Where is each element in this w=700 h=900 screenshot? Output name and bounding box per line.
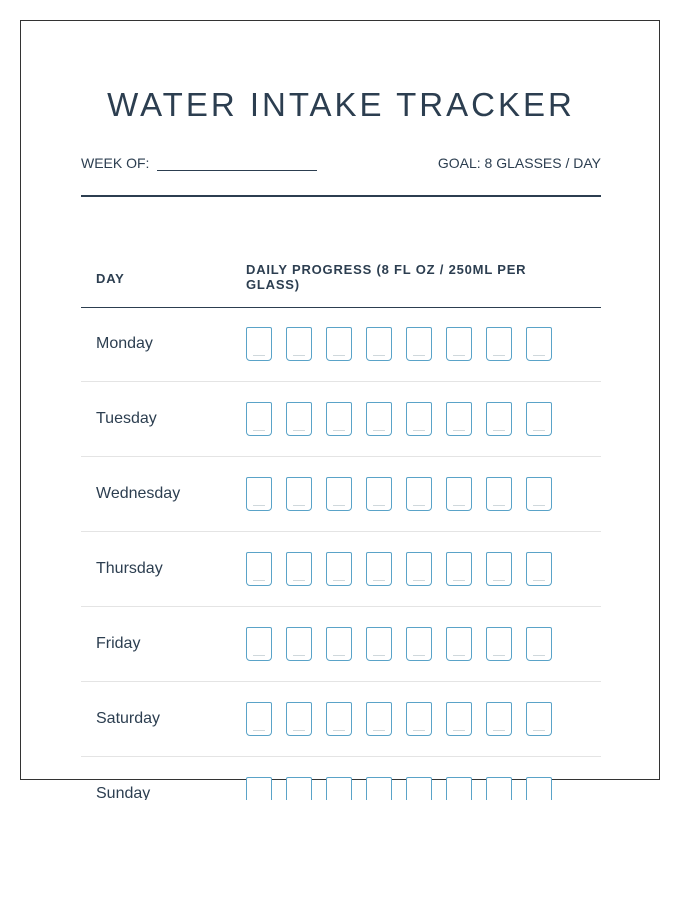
table-row: Monday: [81, 307, 601, 382]
glass-checkbox[interactable]: [406, 702, 432, 736]
glass-checkbox[interactable]: [406, 627, 432, 661]
glass-checkbox[interactable]: [366, 702, 392, 736]
glass-checkbox[interactable]: [366, 552, 392, 586]
glass-checkbox[interactable]: [286, 402, 312, 436]
glass-checkbox[interactable]: [486, 552, 512, 586]
glass-checkbox[interactable]: [446, 627, 472, 661]
page-bottom-whitespace: [0, 800, 700, 900]
glass-checkbox[interactable]: [246, 552, 272, 586]
glass-checkbox[interactable]: [366, 402, 392, 436]
glass-checkbox[interactable]: [246, 702, 272, 736]
column-header-progress: DAILY PROGRESS (8 FL OZ / 250ML PER GLAS…: [246, 262, 527, 292]
glass-checkboxes: [246, 477, 566, 511]
header-divider: [81, 195, 601, 197]
glass-checkbox[interactable]: [446, 552, 472, 586]
column-header-day: DAY: [96, 271, 125, 286]
glass-checkbox[interactable]: [286, 702, 312, 736]
glass-checkbox[interactable]: [406, 552, 432, 586]
glass-checkbox[interactable]: [486, 402, 512, 436]
glass-checkbox[interactable]: [326, 702, 352, 736]
glass-checkbox[interactable]: [486, 327, 512, 361]
glass-checkbox[interactable]: [326, 327, 352, 361]
glass-checkbox[interactable]: [406, 327, 432, 361]
glass-checkbox[interactable]: [446, 402, 472, 436]
glass-checkbox[interactable]: [246, 627, 272, 661]
glass-checkbox[interactable]: [326, 402, 352, 436]
glass-checkbox[interactable]: [326, 552, 352, 586]
glass-checkbox[interactable]: [486, 627, 512, 661]
glass-checkbox[interactable]: [526, 627, 552, 661]
glass-checkbox[interactable]: [286, 552, 312, 586]
glass-checkbox[interactable]: [246, 477, 272, 511]
week-of-blank-line[interactable]: [157, 156, 318, 171]
day-label: Monday: [96, 335, 153, 352]
day-label: Saturday: [96, 710, 161, 727]
day-label: Tuesday: [96, 410, 157, 427]
table-header: DAY DAILY PROGRESS (8 FL OZ / 250ML PER …: [81, 262, 601, 308]
goal-label: GOAL: 8 GLASSES / DAY: [437, 155, 601, 171]
glass-checkbox[interactable]: [286, 327, 312, 361]
glass-checkbox[interactable]: [526, 402, 552, 436]
table-row: Wednesday: [81, 457, 601, 532]
glass-checkbox[interactable]: [526, 702, 552, 736]
glass-checkbox[interactable]: [366, 327, 392, 361]
glass-checkbox[interactable]: [446, 477, 472, 511]
day-label: Thursday: [96, 560, 163, 577]
glass-checkbox[interactable]: [406, 477, 432, 511]
glass-checkbox[interactable]: [446, 702, 472, 736]
glass-checkbox[interactable]: [446, 327, 472, 361]
glass-checkbox[interactable]: [486, 477, 512, 511]
glass-checkbox[interactable]: [486, 702, 512, 736]
glass-checkbox[interactable]: [526, 477, 552, 511]
day-rows: Monday Tuesday Wednesday Thursday Friday Satu…: [81, 307, 601, 832]
glass-checkbox[interactable]: [406, 402, 432, 436]
day-label: Sunday: [96, 785, 151, 802]
glass-checkbox[interactable]: [286, 627, 312, 661]
glass-checkbox[interactable]: [246, 402, 272, 436]
glass-checkboxes: [246, 702, 566, 736]
week-of-label: WEEK OF:: [81, 155, 150, 171]
glass-checkbox[interactable]: [526, 552, 552, 586]
table-row: Friday: [81, 607, 601, 682]
week-of: WEEK OF:: [81, 155, 318, 171]
glass-checkbox[interactable]: [246, 327, 272, 361]
glass-checkboxes: [246, 327, 566, 361]
table-row: Tuesday: [81, 382, 601, 457]
glass-checkbox[interactable]: [366, 477, 392, 511]
glass-checkboxes: [246, 627, 566, 661]
glass-checkbox[interactable]: [326, 627, 352, 661]
day-label: Friday: [96, 635, 141, 652]
glass-checkbox[interactable]: [286, 477, 312, 511]
table-row: Thursday: [81, 532, 601, 607]
glass-checkboxes: [246, 402, 566, 436]
glass-checkboxes: [246, 552, 566, 586]
day-label: Wednesday: [96, 485, 181, 502]
page-title: WATER INTAKE TRACKER: [107, 86, 575, 123]
glass-checkbox[interactable]: [526, 327, 552, 361]
glass-checkbox[interactable]: [326, 477, 352, 511]
table-row: Saturday: [81, 682, 601, 757]
glass-checkbox[interactable]: [366, 627, 392, 661]
